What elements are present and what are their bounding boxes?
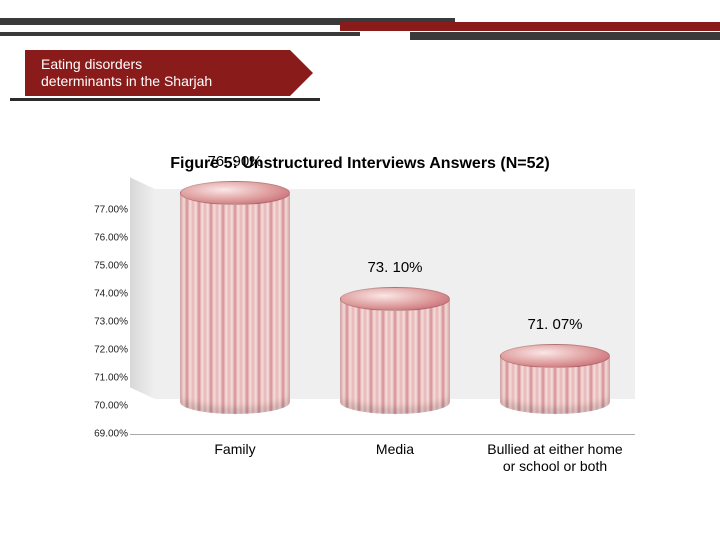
x-label: Media (315, 441, 475, 501)
y-axis: 77.00% 76.00% 75.00% 74.00% 73.00% 72.00… (70, 179, 128, 434)
y-tick: 74.00% (70, 289, 128, 300)
y-tick: 73.00% (70, 317, 128, 328)
y-tick: 72.00% (70, 345, 128, 356)
band-dark-3 (0, 32, 360, 36)
y-tick: 76.00% (70, 233, 128, 244)
cylinder-top (500, 344, 610, 368)
y-tick: 75.00% (70, 261, 128, 272)
cylinder-body (340, 299, 450, 414)
cylinder-body (180, 193, 290, 414)
chart-title: Figure 5: Unstructured Interviews Answer… (70, 155, 650, 173)
bar-value-label: 71. 07% (485, 316, 625, 333)
bar-value-label: 76. 90% (165, 153, 305, 170)
slide-title-ribbon: Eating disorders determinants in the Sha… (25, 50, 290, 96)
bar-value-label: 73. 10% (325, 259, 465, 276)
y-tick: 71.00% (70, 373, 128, 384)
y-tick: 70.00% (70, 401, 128, 412)
plot-area: 77.00% 76.00% 75.00% 74.00% 73.00% 72.00… (70, 179, 650, 469)
x-axis-labels: Family Media Bullied at either home or s… (155, 441, 635, 501)
band-dark-2 (410, 32, 720, 40)
figure-5: Figure 5: Unstructured Interviews Answer… (70, 155, 650, 515)
x-label: Bullied at either home or school or both (475, 441, 635, 501)
bar-family: 76. 90% (180, 193, 290, 414)
bar-bullied: 71. 07% (500, 356, 610, 414)
y-tick: 69.00% (70, 429, 128, 440)
cylinder-top (180, 181, 290, 205)
plot-3d-sidewall (130, 177, 155, 399)
x-label: Family (155, 441, 315, 501)
ribbon-line-1: Eating disorders (41, 56, 290, 74)
y-tick: 77.00% (70, 205, 128, 216)
ribbon-underline (10, 98, 320, 101)
ribbon-line-2: determinants in the Sharjah (41, 73, 290, 91)
bars-layer: 76. 90% 73. 10% 71. 07% (155, 179, 635, 434)
bar-media: 73. 10% (340, 299, 450, 414)
band-accent-1 (340, 22, 720, 31)
x-axis-baseline (130, 434, 635, 435)
